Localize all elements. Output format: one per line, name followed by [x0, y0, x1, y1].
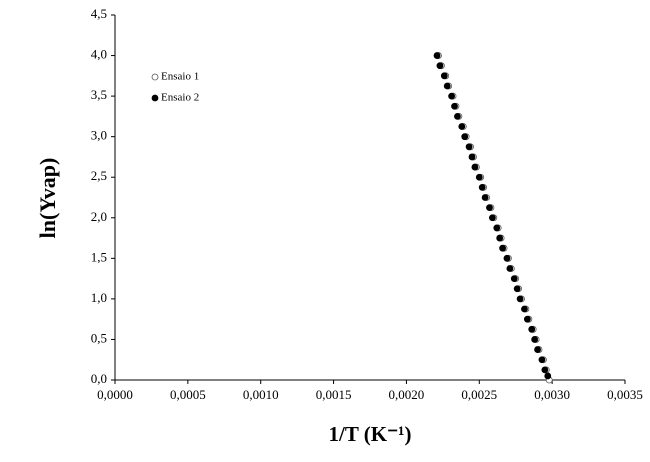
data-point	[531, 336, 539, 343]
legend-label: Ensaio 2	[161, 92, 199, 104]
data-point	[475, 173, 483, 181]
data-point	[436, 62, 444, 70]
data-point	[454, 112, 461, 120]
data-point	[510, 275, 518, 283]
data-point	[471, 163, 479, 171]
data-point	[506, 265, 514, 272]
y-tick-label: 0,5	[91, 330, 107, 345]
data-point	[451, 102, 458, 110]
y-tick-label: 4,0	[91, 47, 107, 62]
data-point	[516, 295, 524, 303]
data-point	[523, 315, 531, 323]
x-tick-label: 0,0005	[170, 387, 206, 402]
data-point	[544, 372, 552, 380]
data-point	[458, 123, 466, 130]
x-tick-label: 0,0025	[461, 387, 497, 402]
data-point	[528, 325, 536, 333]
y-tick-label: 2,0	[91, 209, 107, 224]
y-tick-label: 1,5	[91, 249, 107, 264]
data-point	[440, 72, 448, 80]
y-tick-label: 1,0	[91, 290, 107, 305]
data-point	[521, 305, 528, 313]
y-tick-label: 4,5	[91, 6, 107, 21]
data-point	[465, 143, 473, 151]
y-tick-label: 3,5	[91, 87, 107, 102]
y-tick-label: 2,5	[91, 168, 107, 183]
x-tick-label: 0,0000	[97, 387, 133, 402]
data-point	[513, 285, 521, 293]
data-point	[433, 52, 441, 59]
y-tick-label: 3,0	[91, 128, 107, 143]
y-tick-label: 0,0	[91, 371, 107, 386]
y-axis-label: ln(Yvap)	[35, 158, 60, 239]
data-point	[488, 214, 496, 222]
data-point	[461, 133, 469, 141]
legend-marker	[151, 73, 159, 81]
x-tick-label: 0,0035	[607, 387, 643, 402]
data-point	[534, 346, 541, 353]
legend-label: Ensaio 1	[161, 71, 199, 83]
data-point	[499, 244, 507, 252]
x-tick-label: 0,0020	[389, 387, 425, 402]
data-point	[448, 92, 456, 100]
data-point	[468, 153, 476, 161]
x-axis-label: 1/T (K⁻¹)	[329, 422, 412, 446]
x-tick-label: 0,0015	[316, 387, 352, 402]
data-point	[538, 356, 546, 364]
x-tick-label: 0,0010	[243, 387, 279, 402]
data-point	[478, 183, 486, 191]
data-point	[503, 254, 511, 262]
legend-marker	[151, 94, 159, 102]
data-point	[541, 366, 549, 374]
data-point	[486, 204, 493, 212]
x-tick-label: 0,0030	[534, 387, 570, 402]
data-point	[496, 234, 504, 242]
data-point	[493, 224, 501, 232]
data-point	[481, 194, 489, 201]
data-point	[443, 82, 451, 90]
